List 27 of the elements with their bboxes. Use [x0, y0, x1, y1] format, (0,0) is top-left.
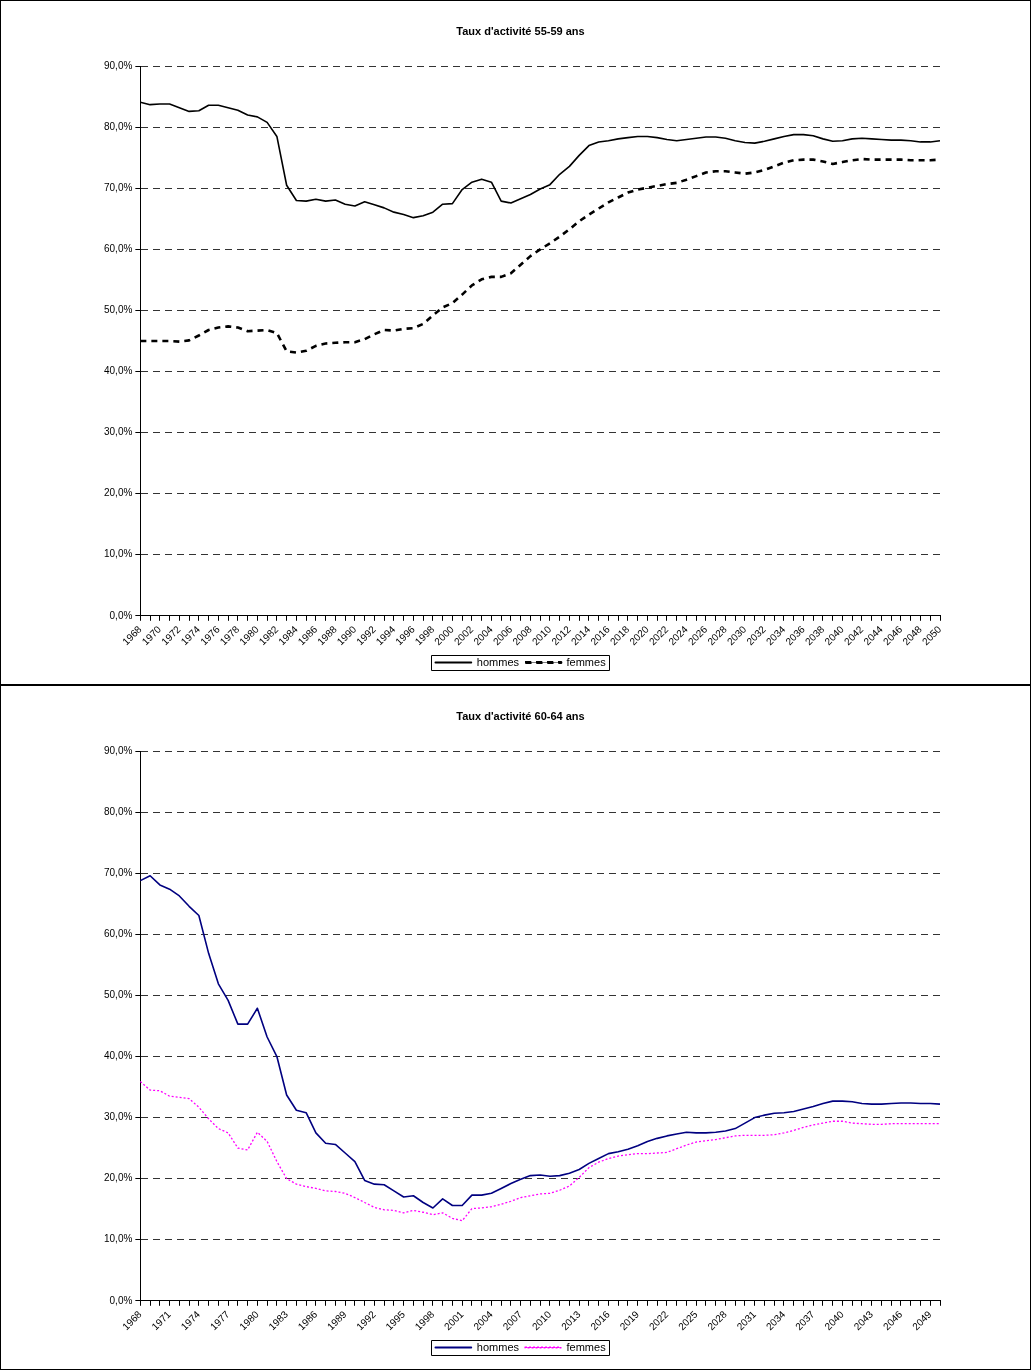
y-tick-label: 90,0%: [104, 59, 133, 71]
y-tick-label: 70,0%: [104, 182, 133, 194]
y-tick-label: 10,0%: [104, 1233, 133, 1245]
chart-title: Taux d'activité 60-64 ans: [456, 709, 585, 722]
y-tick-label: 30,0%: [104, 1111, 133, 1123]
y-tick-label: 20,0%: [104, 487, 133, 499]
y-tick-label: 60,0%: [104, 928, 133, 940]
y-tick-label: 40,0%: [104, 1050, 133, 1062]
y-tick-label: 90,0%: [104, 744, 133, 756]
legend-label: hommes: [476, 1340, 520, 1353]
y-tick-label: 70,0%: [104, 867, 133, 879]
y-tick-label: 10,0%: [104, 548, 133, 560]
y-tick-label: 80,0%: [104, 806, 133, 818]
y-tick-label: 0,0%: [109, 1294, 133, 1306]
legend-label: hommes: [476, 655, 520, 668]
y-tick-label: 40,0%: [104, 365, 133, 377]
legend-label: femmes: [566, 655, 607, 668]
y-tick-label: 20,0%: [104, 1172, 133, 1184]
y-tick-label: 50,0%: [104, 304, 133, 316]
legend-label: femmes: [566, 1340, 607, 1353]
chart-title: Taux d'activité 55-59 ans: [456, 24, 585, 37]
y-tick-label: 30,0%: [104, 426, 133, 438]
y-tick-label: 0,0%: [109, 609, 133, 621]
y-tick-label: 60,0%: [104, 243, 133, 255]
line-series: [139, 1080, 941, 1222]
y-tick-label: 80,0%: [104, 121, 133, 133]
y-tick-label: 50,0%: [104, 989, 133, 1001]
